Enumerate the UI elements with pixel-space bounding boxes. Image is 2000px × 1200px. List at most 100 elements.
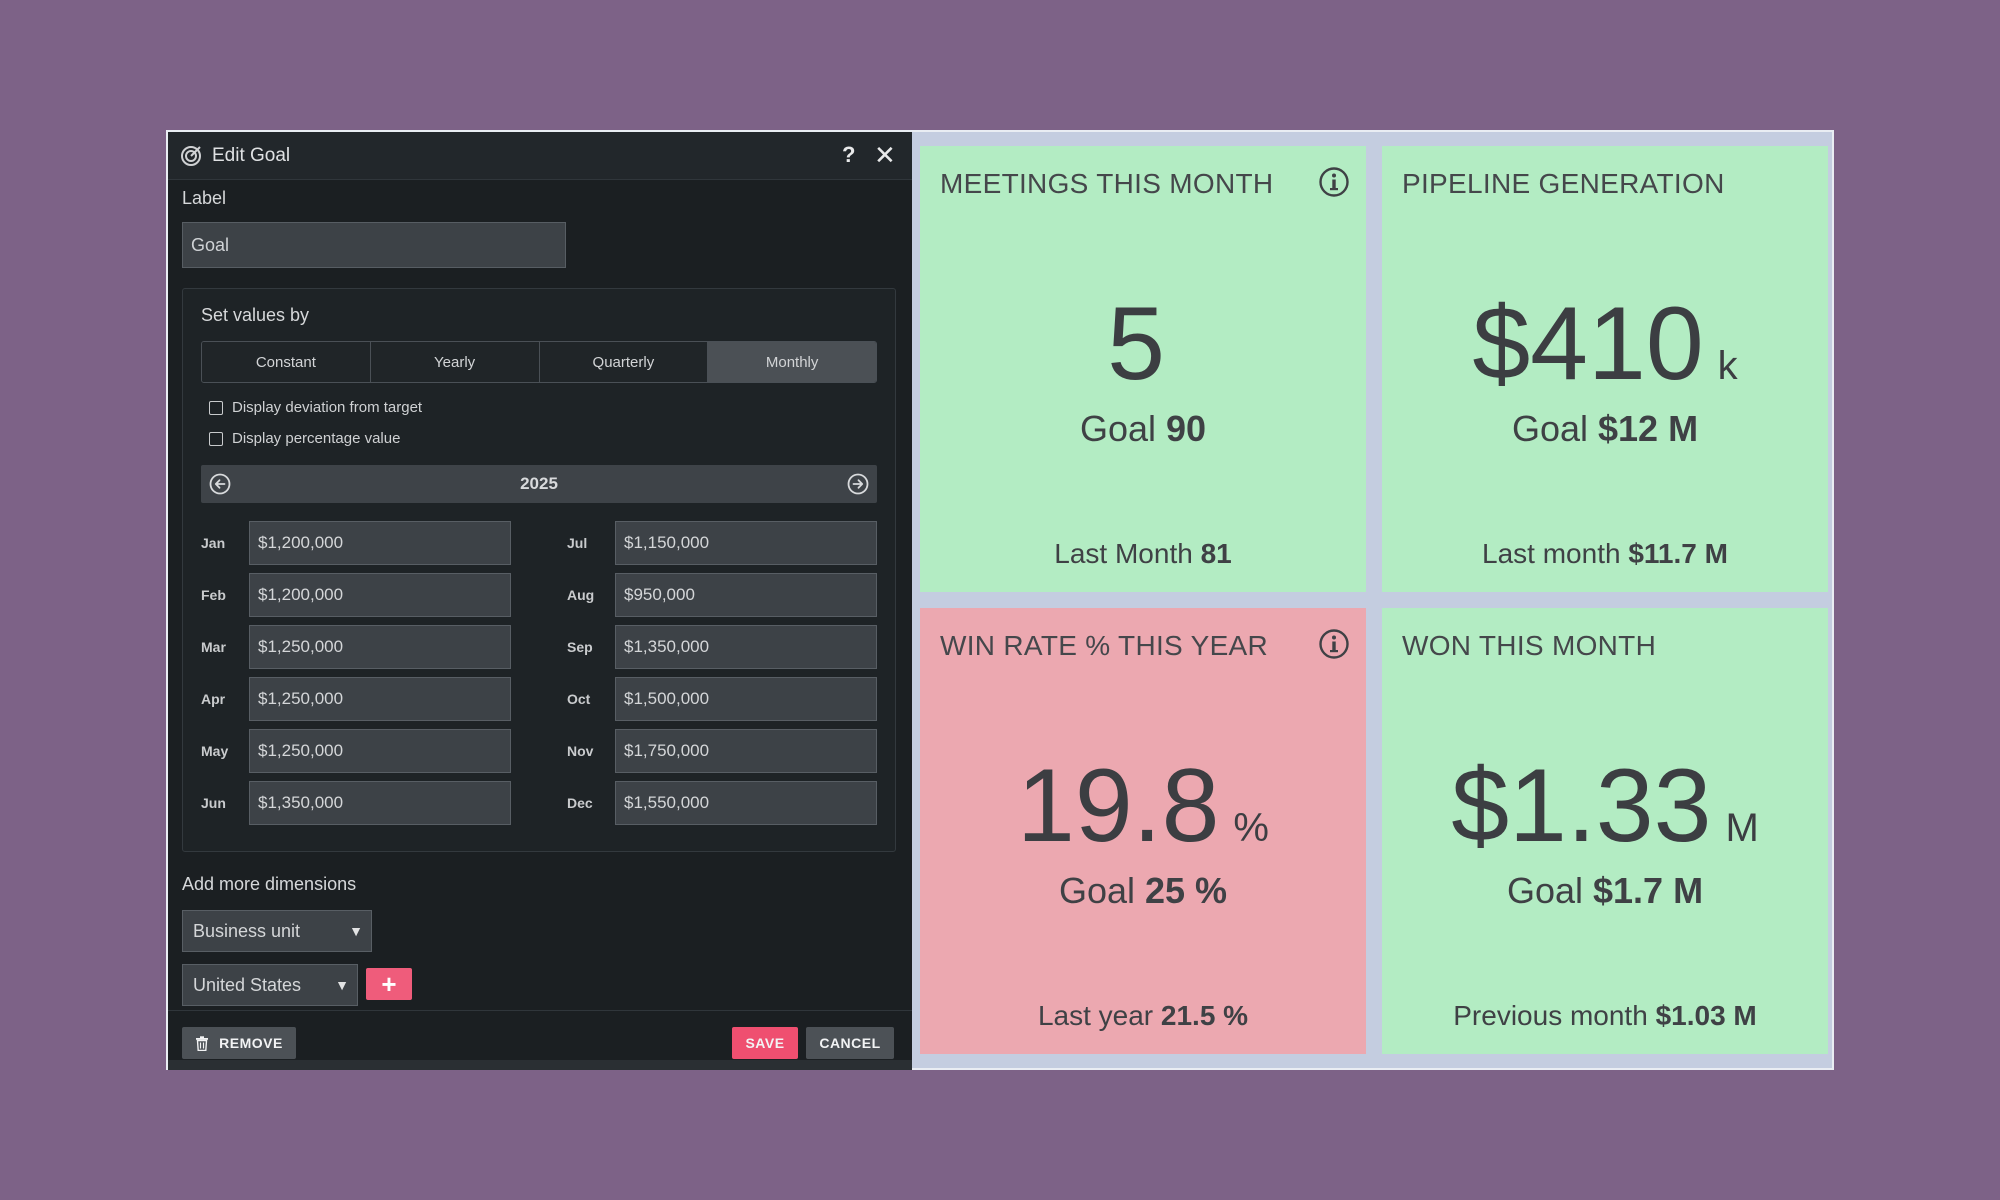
- set-values-caption: Set values by: [201, 305, 310, 325]
- dimension-select-value: Business unit: [193, 920, 301, 941]
- year-label: 2025: [520, 474, 558, 493]
- percentage-checkbox[interactable]: [209, 431, 223, 446]
- tile-goal-value: 90: [1166, 408, 1207, 449]
- label-input[interactable]: [182, 222, 566, 268]
- dialog-titlebar: Edit Goal ? ✕: [168, 132, 912, 180]
- dimension-select[interactable]: Business unit ▼: [182, 910, 372, 952]
- mode-quarterly[interactable]: Quarterly: [539, 342, 709, 382]
- tile-comparison: Previous month $1.03 M: [1382, 1000, 1828, 1032]
- save-button[interactable]: SAVE: [732, 1027, 798, 1059]
- month-input-feb[interactable]: [249, 573, 511, 617]
- month-label: Jun: [201, 795, 226, 811]
- tile-goal: Goal $12 M: [1382, 408, 1828, 450]
- tile-title: MEETINGS THIS MONTH: [940, 168, 1274, 199]
- chevron-down-icon: ▼: [335, 977, 349, 993]
- edit-goal-dialog: Edit Goal ? ✕ Label Set values by Consta…: [168, 132, 912, 1070]
- tile-value: $410 k: [1382, 292, 1828, 396]
- tile-value: $1.33 M: [1382, 754, 1828, 858]
- help-button[interactable]: ?: [842, 142, 856, 167]
- month-input-mar[interactable]: [249, 625, 511, 669]
- tile-meetings[interactable]: MEETINGS THIS MONTH 5 Goal 90 Last Month…: [920, 146, 1366, 592]
- month-label: Oct: [567, 691, 591, 707]
- tile-title: PIPELINE GENERATION: [1402, 168, 1725, 199]
- info-icon[interactable]: [1318, 628, 1350, 660]
- month-label: Apr: [201, 691, 226, 707]
- tile-goal-value: $1.7 M: [1593, 870, 1704, 911]
- month-label: Nov: [567, 743, 594, 759]
- dialog-footer: REMOVE SAVE CANCEL: [168, 1010, 912, 1070]
- dashboard-frame: Edit Goal ? ✕ Label Set values by Consta…: [166, 130, 1834, 1070]
- tile-title: WIN RATE % THIS YEAR: [940, 630, 1269, 661]
- tile-goal-value: $12 M: [1598, 408, 1699, 449]
- tile-value: 5: [920, 292, 1366, 396]
- month-input-may[interactable]: [249, 729, 511, 773]
- target-icon: [181, 146, 201, 166]
- tile-comparison-prefix: Last Month: [1054, 538, 1193, 569]
- month-input-apr[interactable]: [249, 677, 511, 721]
- month-row-may: May: [201, 729, 511, 773]
- deviation-checkbox[interactable]: [209, 400, 223, 415]
- month-input-oct[interactable]: [615, 677, 877, 721]
- tile-value-unit: M: [1725, 806, 1759, 850]
- tile-comparison-prefix: Previous month: [1453, 1000, 1648, 1031]
- tile-goal: Goal 90: [920, 408, 1366, 450]
- month-row-sep: Sep: [567, 625, 877, 669]
- month-input-jun[interactable]: [249, 781, 511, 825]
- tile-pipeline[interactable]: PIPELINE GENERATION $410 k Goal $12 M Las…: [1382, 146, 1828, 592]
- footer-divider: [168, 1060, 912, 1070]
- tile-win-rate[interactable]: WIN RATE % THIS YEAR 19.8% Goal 25 % Las…: [920, 608, 1366, 1054]
- year-navigator: 2025: [201, 465, 877, 503]
- month-input-aug[interactable]: [615, 573, 877, 617]
- percentage-checkbox-row[interactable]: Display percentage value: [209, 430, 400, 447]
- tile-goal-value: 25 %: [1145, 870, 1228, 911]
- month-row-jun: Jun: [201, 781, 511, 825]
- tile-value: 19.8%: [920, 754, 1366, 858]
- month-label: Sep: [567, 639, 593, 655]
- tile-goal-prefix: Goal: [1058, 870, 1135, 911]
- info-icon[interactable]: [1318, 166, 1350, 198]
- percentage-checkbox-label: Display percentage value: [232, 430, 401, 447]
- month-row-dec: Dec: [567, 781, 877, 825]
- month-input-sep[interactable]: [615, 625, 877, 669]
- tile-comparison-prefix: Last month: [1482, 538, 1621, 569]
- month-row-jan: Jan: [201, 521, 511, 565]
- month-row-oct: Oct: [567, 677, 877, 721]
- cancel-button[interactable]: CANCEL: [806, 1027, 894, 1059]
- tile-comparison-prefix: Last year: [1037, 1000, 1154, 1031]
- tile-goal-prefix: Goal: [1079, 408, 1156, 449]
- remove-button-label: REMOVE: [219, 1035, 283, 1051]
- mode-selector: Constant Yearly Quarterly Monthly: [201, 341, 877, 383]
- month-row-apr: Apr: [201, 677, 511, 721]
- tile-value-unit: k: [1717, 344, 1738, 388]
- arrow-left-circle-icon[interactable]: [209, 473, 231, 495]
- month-row-aug: Aug: [567, 573, 877, 617]
- deviation-checkbox-row[interactable]: Display deviation from target: [209, 399, 422, 416]
- tile-comparison: Last Month 81: [920, 538, 1366, 570]
- month-label: Jan: [201, 535, 226, 551]
- tile-won[interactable]: WON THIS MONTH $1.33 M Goal $1.7 M Previo…: [1382, 608, 1828, 1054]
- mode-monthly[interactable]: Monthly: [708, 342, 876, 382]
- close-button[interactable]: ✕: [874, 140, 896, 170]
- month-input-jan[interactable]: [249, 521, 511, 565]
- mode-constant[interactable]: Constant: [202, 342, 371, 382]
- tile-comparison-value: $1.03 M: [1655, 1000, 1757, 1031]
- dimension-value-select[interactable]: United States ▼: [182, 964, 358, 1006]
- remove-button[interactable]: REMOVE: [182, 1027, 296, 1059]
- arrow-right-circle-icon[interactable]: [847, 473, 869, 495]
- tile-title: WON THIS MONTH: [1402, 630, 1657, 661]
- tile-goal-prefix: Goal: [1506, 870, 1583, 911]
- month-label: Dec: [567, 795, 593, 811]
- month-row-feb: Feb: [201, 573, 511, 617]
- tile-comparison: Last month $11.7 M: [1382, 538, 1828, 570]
- add-dimension-button[interactable]: +: [366, 968, 412, 1000]
- mode-yearly[interactable]: Yearly: [370, 342, 540, 382]
- month-input-nov[interactable]: [615, 729, 877, 773]
- month-input-jul[interactable]: [615, 521, 877, 565]
- month-input-dec[interactable]: [615, 781, 877, 825]
- tile-value-unit: %: [1233, 806, 1269, 850]
- tile-comparison-value: $11.7 M: [1628, 538, 1728, 569]
- month-row-jul: Jul: [567, 521, 877, 565]
- month-label: Mar: [201, 639, 226, 655]
- month-label: May: [201, 743, 229, 759]
- dimension-value-select-value: United States: [193, 974, 302, 995]
